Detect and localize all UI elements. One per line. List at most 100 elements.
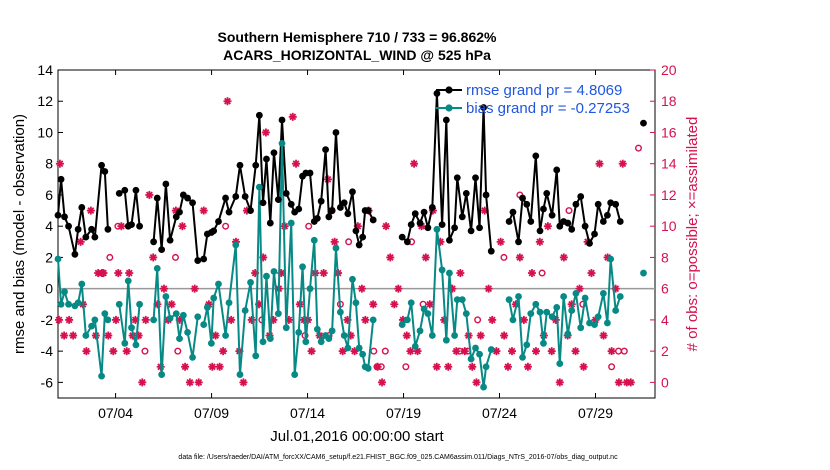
bias-point	[184, 329, 191, 336]
rmse-point	[480, 104, 487, 111]
rmse-point	[88, 225, 95, 233]
left-axis-ticks: 14 12 10 8 6 4 2 0 -2 -4 -6	[37, 62, 63, 390]
obs-assimilated-stroke	[69, 332, 77, 339]
obs-assimilated-stroke	[390, 300, 398, 308]
y-tick-label: 10	[37, 124, 53, 140]
obs-assimilated-stroke	[125, 269, 133, 277]
x-tick-label: 07/14	[290, 405, 325, 421]
bias-point	[564, 330, 572, 338]
rmse-point	[523, 200, 531, 208]
bias-point	[259, 338, 267, 346]
rmse-point	[433, 90, 441, 97]
obs-assimilated-stroke	[528, 269, 536, 277]
obs-possible-marker	[381, 347, 389, 355]
obs-assimilated-marker	[138, 378, 147, 387]
obs-assimilated-marker	[159, 284, 168, 293]
rmse-point	[472, 174, 479, 182]
legend-rmse-label: rmse grand pr = 4.8069	[466, 82, 622, 99]
y-tick-label: 14	[37, 62, 53, 78]
obs-assimilated-marker	[215, 362, 224, 371]
bias-point	[255, 183, 263, 191]
bias-point	[446, 269, 453, 277]
rmse-point	[121, 186, 129, 194]
obs-possible-marker	[106, 253, 114, 261]
legend-bias-label: bias grand pr = -0.27253	[466, 100, 630, 117]
bias-point	[369, 316, 377, 324]
obs-assimilated-stroke	[596, 160, 603, 168]
obs-assimilated-marker	[555, 378, 564, 387]
rmse-point	[594, 200, 602, 208]
rmse-point	[166, 236, 174, 244]
obs-assimilated-stroke	[56, 160, 64, 168]
bias-point	[467, 355, 475, 363]
rmse-point	[332, 129, 340, 136]
bias-point	[158, 371, 166, 378]
obs-assimilated-marker	[519, 315, 528, 324]
rmse-point	[255, 111, 263, 119]
rmse-point	[336, 204, 344, 211]
x-axis-ticks: 07/04 07/09 07/14 07/19 07/24 07/29	[98, 70, 613, 421]
bias-point	[132, 341, 140, 349]
rmse-point	[162, 180, 170, 188]
obs-assimilated-marker	[167, 300, 176, 309]
obs-assimilated-stroke	[524, 363, 532, 371]
rmse-point	[509, 208, 517, 216]
obs-assimilated-marker	[515, 253, 524, 262]
obs-assimilated-marker	[227, 315, 236, 324]
obs-assimilated-stroke	[580, 363, 588, 371]
y-tick-label: 8	[45, 156, 53, 172]
obs-assimilated-marker	[599, 331, 608, 340]
obs-assimilated-stroke	[149, 253, 157, 261]
bias-point	[252, 352, 260, 360]
rmse-point	[411, 210, 419, 218]
obs-assimilated-marker	[99, 269, 108, 278]
bias-point	[91, 316, 99, 324]
obs-assimilated-stroke	[186, 378, 194, 386]
bias-point	[207, 339, 215, 347]
rmse-point	[74, 225, 82, 233]
rmse-point	[136, 222, 143, 230]
rmse-point	[515, 238, 522, 246]
obs-possible-marker	[141, 347, 149, 355]
rmse-point	[467, 227, 475, 235]
rmse-point	[424, 224, 432, 232]
obs-assimilated-stroke	[508, 347, 516, 355]
obs-assimilated-stroke	[142, 316, 150, 324]
series-points	[54, 90, 647, 391]
rmse-point	[200, 255, 208, 263]
obs-assimilated-marker	[357, 284, 366, 293]
bias-point	[433, 225, 441, 233]
rmse-point	[306, 169, 314, 177]
obs-possible-marker	[538, 269, 546, 277]
obs-assimilated-stroke	[378, 378, 386, 386]
obs-assimilated-stroke	[131, 316, 139, 324]
bias-point	[616, 293, 624, 300]
rmse-point	[458, 213, 466, 221]
bias-point	[403, 316, 411, 324]
y-right-tick-label: 4	[661, 312, 669, 328]
obs-assimilated-marker	[503, 362, 512, 371]
bias-point	[82, 332, 90, 339]
obs-assimilated-marker	[211, 331, 220, 340]
obs-assimilated-stroke	[369, 300, 377, 308]
rmse-point	[591, 230, 598, 238]
y-right-tick-label: 6	[661, 281, 669, 297]
obs-assimilated-stroke	[410, 160, 418, 168]
bias-point	[98, 372, 105, 380]
obs-assimilated-stroke	[556, 378, 564, 386]
obs-assimilated-stroke	[195, 378, 203, 386]
rmse-point	[556, 222, 564, 230]
rmse-point	[352, 227, 360, 235]
obs-assimilated-marker	[484, 284, 493, 293]
obs-assimilated-marker	[190, 284, 199, 293]
obs-assimilated-marker	[476, 331, 485, 340]
obs-assimilated-marker	[104, 331, 113, 340]
rmse-point	[274, 196, 282, 204]
bias-point	[359, 350, 367, 358]
bias-point	[599, 289, 607, 297]
rmse-point	[519, 194, 526, 202]
rmse-point	[527, 218, 535, 225]
bias-point	[115, 300, 123, 308]
rmse-point	[442, 116, 450, 124]
